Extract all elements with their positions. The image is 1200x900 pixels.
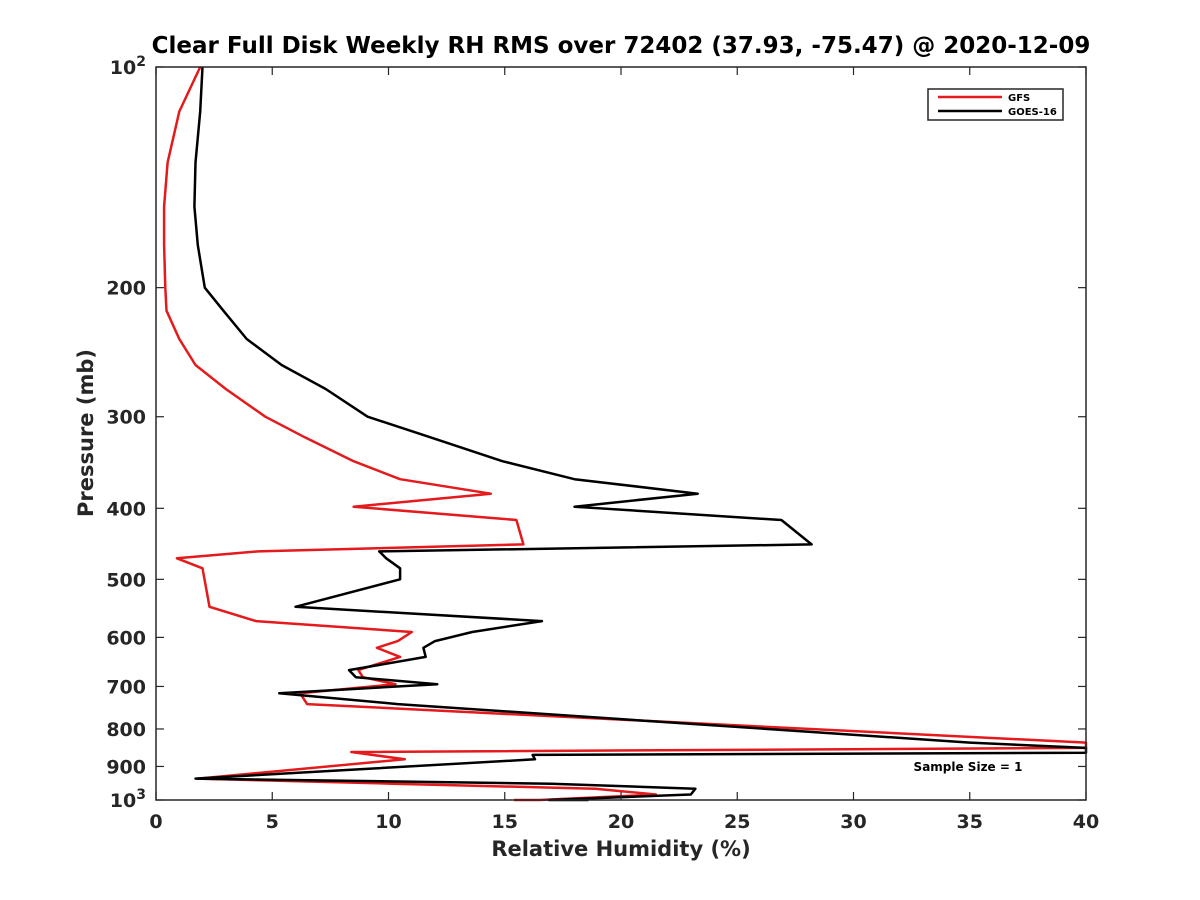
x-tick-label: 30 xyxy=(840,811,866,833)
legend: GFS GOES-16 xyxy=(927,88,1064,121)
series-line-gfs xyxy=(162,66,1088,802)
x-tick-label: 10 xyxy=(375,811,401,833)
x-tick-label: 15 xyxy=(492,811,518,833)
y-tick-label: 400 xyxy=(106,498,146,520)
legend-label-goes16: GOES-16 xyxy=(1008,107,1057,118)
legend-label-gfs: GFS xyxy=(1008,93,1030,104)
series-line-goes16 xyxy=(193,66,1088,802)
legend-box xyxy=(927,88,1064,121)
sample-size-annotation: Sample Size = 1 xyxy=(914,760,1023,774)
x-tick-label: 25 xyxy=(724,811,750,833)
y-tick-label: 102 xyxy=(110,54,146,79)
x-axis-label: Relative Humidity (%) xyxy=(491,837,750,861)
y-tick-label: 600 xyxy=(106,627,146,649)
x-tick-label: 0 xyxy=(149,811,162,833)
y-tick-label: 800 xyxy=(106,719,146,741)
x-tick-label: 35 xyxy=(957,811,983,833)
y-tick-label: 103 xyxy=(110,787,146,812)
y-tick-exponent: 2 xyxy=(136,54,146,70)
x-tick-label: 20 xyxy=(608,811,634,833)
y-tick-label: 200 xyxy=(106,278,146,300)
chart-title: Clear Full Disk Weekly RH RMS over 72402… xyxy=(152,33,1091,59)
y-axis-label: Pressure (mb) xyxy=(74,349,98,517)
y-tick-label: 300 xyxy=(106,407,146,429)
y-tick-exponent: 3 xyxy=(136,787,146,803)
y-tick-label: 700 xyxy=(106,676,146,698)
plot-area xyxy=(156,67,1086,800)
series-layer xyxy=(162,66,1088,802)
x-axis-ticks: 0 5 10 15 20 25 30 35 40 xyxy=(149,67,1099,833)
x-tick-label: 5 xyxy=(266,811,279,833)
y-tick-label: 500 xyxy=(106,569,146,591)
y-tick-label: 900 xyxy=(106,756,146,778)
x-tick-label: 40 xyxy=(1073,811,1099,833)
y-axis-ticks: 102 200 300 400 500 600 700 800 900 103 xyxy=(106,54,1086,812)
